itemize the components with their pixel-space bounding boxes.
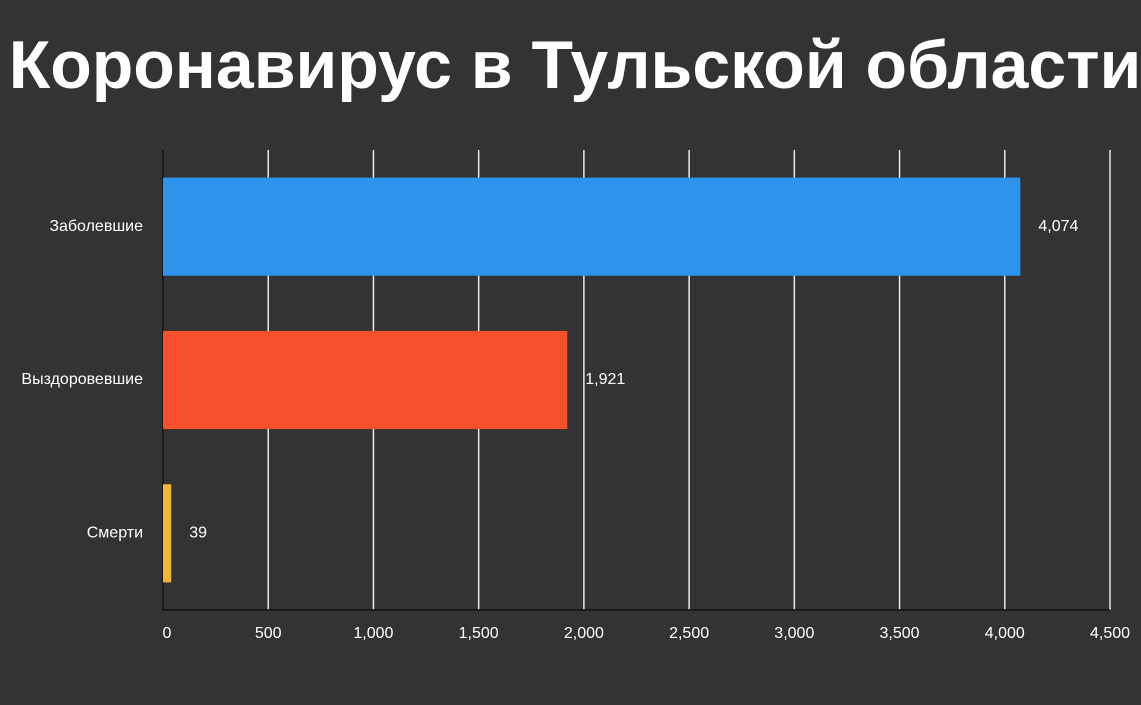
y-tick-label: Смерти xyxy=(87,525,143,542)
x-tick-label: 0 xyxy=(163,625,172,642)
x-tick-label: 500 xyxy=(255,625,282,642)
value-label: 39 xyxy=(189,525,207,542)
x-tick-label: 2,500 xyxy=(669,625,709,642)
value-label: 1,921 xyxy=(585,371,625,388)
y-tick-label: Выздоровевшие xyxy=(21,371,143,388)
x-tick-label: 3,500 xyxy=(880,625,920,642)
value-label: 4,074 xyxy=(1038,218,1078,235)
bar xyxy=(163,330,568,430)
x-tick-label: 3,000 xyxy=(774,625,814,642)
y-tick-label: Заболевшие xyxy=(49,218,143,235)
x-tick-label: 4,500 xyxy=(1090,625,1130,642)
x-tick-label: 1,000 xyxy=(353,625,393,642)
x-tick-label: 1,500 xyxy=(459,625,499,642)
chart-title: Коронавирус в Тульской области xyxy=(9,27,1141,103)
bar xyxy=(163,484,172,583)
x-tick-label: 2,000 xyxy=(564,625,604,642)
x-tick-label: 4,000 xyxy=(985,625,1025,642)
bar xyxy=(163,177,1021,276)
